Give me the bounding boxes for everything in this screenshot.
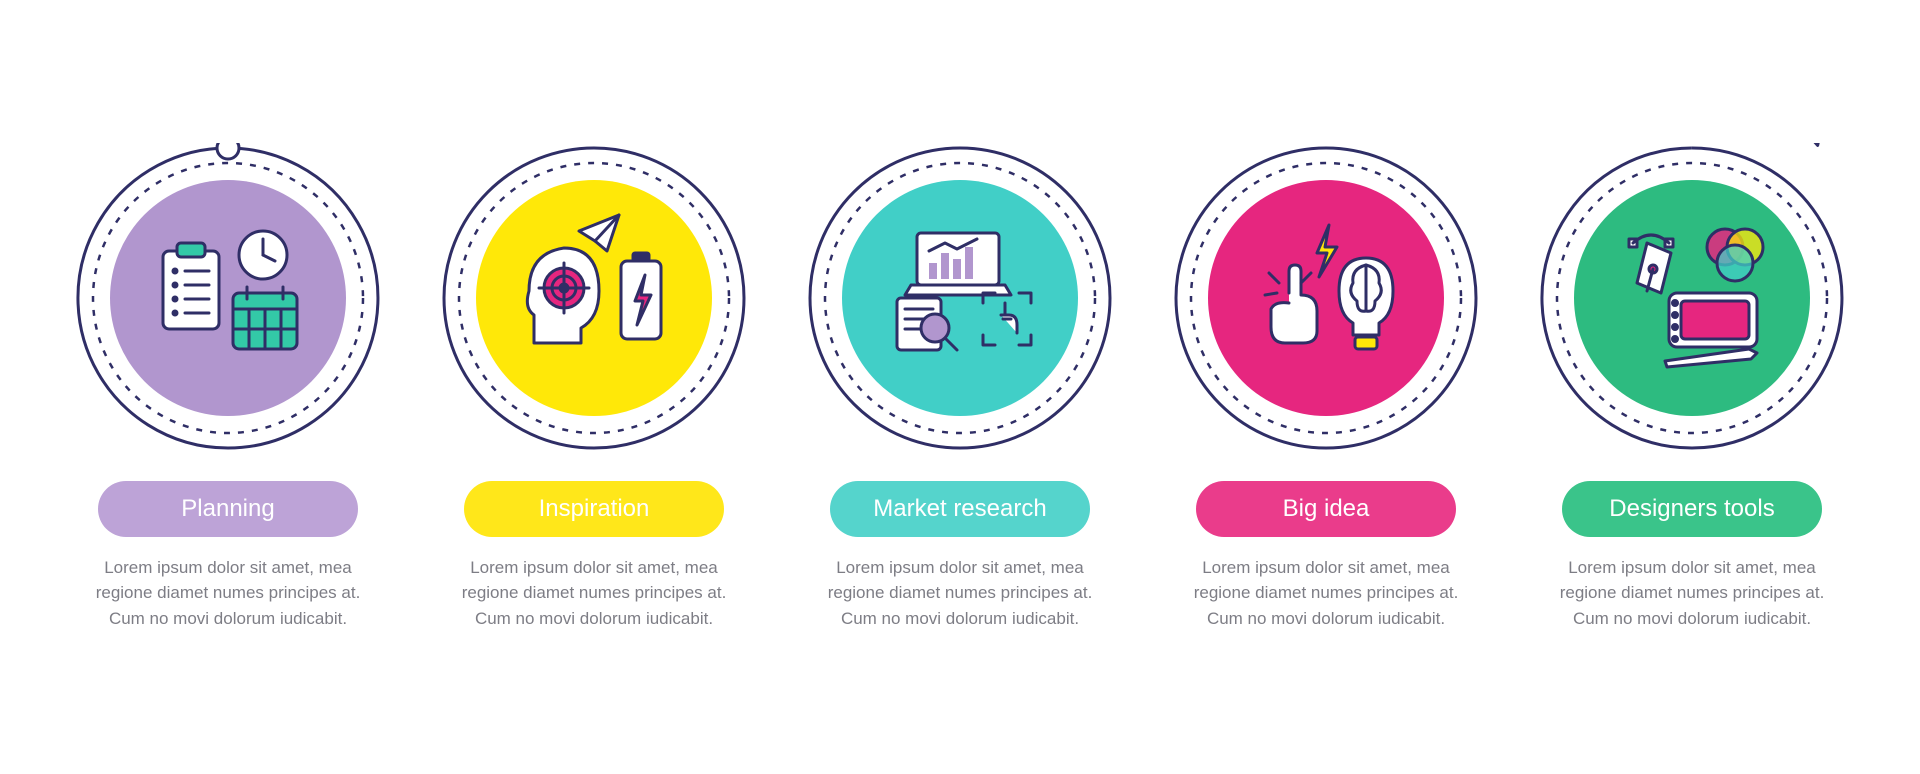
desc-designers-tools: Lorem ipsum dolor sit amet, mea regione … bbox=[1552, 555, 1832, 632]
pill-label: Inspiration bbox=[539, 495, 650, 523]
ring-inspiration bbox=[439, 143, 749, 453]
pill-label: Planning bbox=[181, 495, 274, 523]
desc-planning: Lorem ipsum dolor sit amet, mea regione … bbox=[88, 555, 368, 632]
pill-big-idea: Big idea bbox=[1196, 481, 1456, 537]
desc-big-idea: Lorem ipsum dolor sit amet, mea regione … bbox=[1186, 555, 1466, 632]
infographic-row: Planning Lorem ipsum dolor sit amet, mea… bbox=[73, 143, 1847, 632]
ring-big-idea bbox=[1171, 143, 1481, 453]
pill-designers-tools: Designers tools bbox=[1562, 481, 1822, 537]
desc-market-research: Lorem ipsum dolor sit amet, mea regione … bbox=[820, 555, 1100, 632]
step-planning: Planning Lorem ipsum dolor sit amet, mea… bbox=[73, 143, 383, 632]
desc-inspiration: Lorem ipsum dolor sit amet, mea regione … bbox=[454, 555, 734, 632]
step-inspiration: Inspiration Lorem ipsum dolor sit amet, … bbox=[439, 143, 749, 632]
step-designers-tools: Designers tools Lorem ipsum dolor sit am… bbox=[1537, 143, 1847, 632]
pill-label: Designers tools bbox=[1609, 495, 1774, 523]
step-big-idea: Big idea Lorem ipsum dolor sit amet, mea… bbox=[1171, 143, 1481, 632]
pill-market-research: Market research bbox=[830, 481, 1090, 537]
ring-market-research bbox=[805, 143, 1115, 453]
ring-designers-tools bbox=[1537, 143, 1847, 453]
pill-planning: Planning bbox=[98, 481, 358, 537]
pill-label: Market research bbox=[873, 495, 1046, 523]
pill-inspiration: Inspiration bbox=[464, 481, 724, 537]
ring-planning bbox=[73, 143, 383, 453]
pill-label: Big idea bbox=[1283, 495, 1370, 523]
step-market-research: Market research Lorem ipsum dolor sit am… bbox=[805, 143, 1115, 632]
